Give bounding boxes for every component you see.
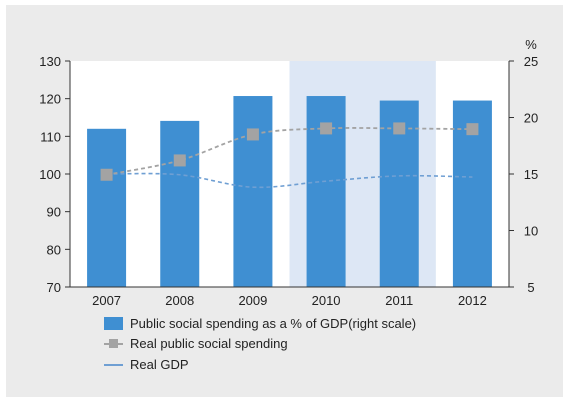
- real-public-social-spending-line: [106, 127, 473, 176]
- spending-marker-2009: [246, 128, 259, 141]
- spending-marker-2011: [393, 122, 406, 135]
- right-tick-label: 25: [524, 54, 538, 69]
- left-tick-label: 70: [47, 280, 61, 295]
- left-tick-label: 120: [39, 92, 61, 107]
- right-tick-label: 10: [524, 224, 538, 239]
- real-gdp-line: [106, 172, 473, 189]
- right-tick-label: 5: [527, 280, 534, 295]
- right-axis-unit: %: [525, 37, 537, 52]
- legend-swatch-spending-marker: [109, 339, 118, 348]
- x-tick-label-2011: 2011: [385, 293, 413, 308]
- legend-label-3: Real GDP: [130, 357, 189, 372]
- spending-marker-2007: [100, 168, 113, 181]
- x-tick-label-2012: 2012: [458, 293, 487, 308]
- x-tick-label-2010: 2010: [312, 293, 341, 308]
- left-tick-label: 90: [47, 205, 61, 220]
- legend-swatch-bar: [104, 317, 123, 330]
- spending-marker-2010: [320, 122, 333, 135]
- legend-label-1: Public social spending as a % of GDP(rig…: [130, 316, 416, 331]
- left-tick-label: 100: [39, 167, 61, 182]
- right-tick-label: 15: [524, 167, 538, 182]
- left-tick-label: 130: [39, 54, 61, 69]
- spending-marker-2008: [173, 154, 186, 167]
- x-tick-label-2009: 2009: [238, 293, 267, 308]
- legend-label-2: Real public social spending: [130, 336, 288, 351]
- right-tick-label: 20: [524, 111, 538, 126]
- left-tick-label: 110: [40, 129, 61, 144]
- x-tick-label-2008: 2008: [165, 293, 194, 308]
- bar-2009: [233, 96, 273, 287]
- left-tick-label: 80: [47, 242, 61, 257]
- bar-2007: [87, 128, 127, 287]
- x-tick-label-2007: 2007: [92, 293, 121, 308]
- spending-marker-2012: [466, 123, 479, 136]
- bar-2008: [160, 120, 200, 287]
